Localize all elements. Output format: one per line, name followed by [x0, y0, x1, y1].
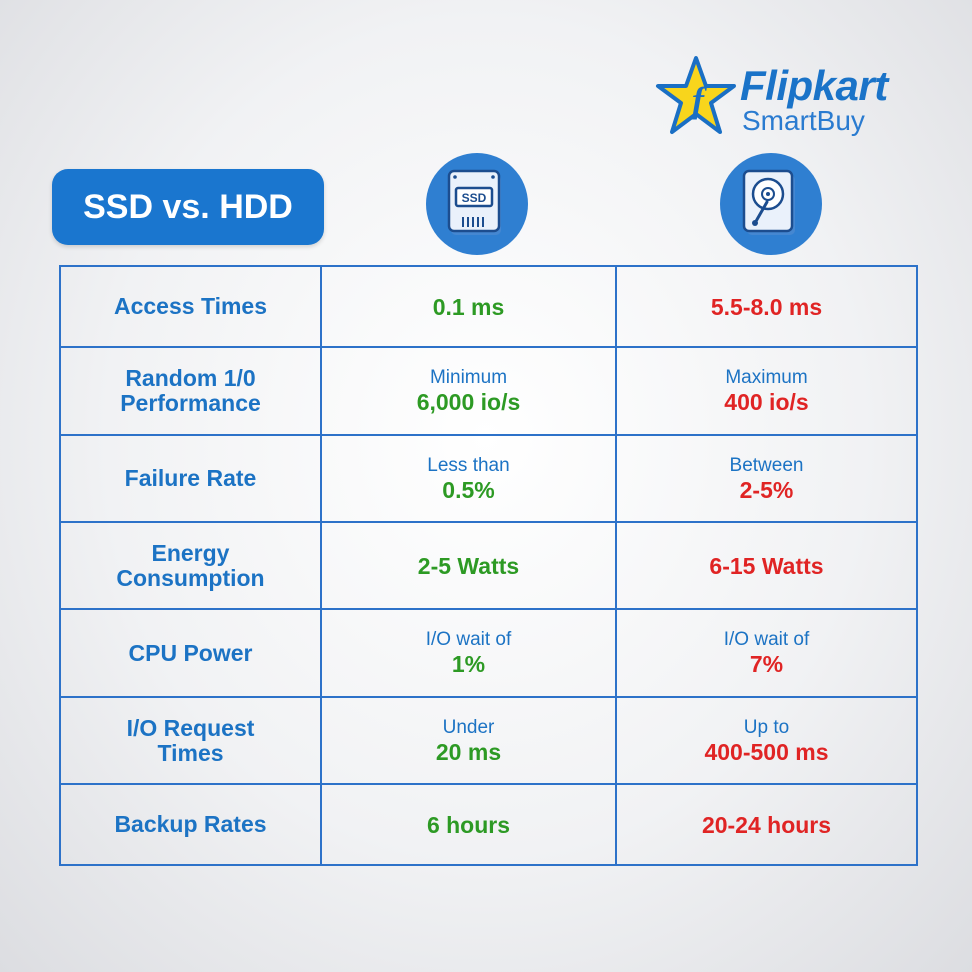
hdd-value-prefix: I/O wait of [723, 629, 810, 650]
hdd-value-cell: Between 2-5% [615, 434, 918, 523]
row-label-line: Times [157, 739, 224, 766]
table-row: CPU Power I/O wait of 1% I/O wait of 7% [59, 608, 918, 698]
hdd-value-prefix: Up to [743, 716, 790, 738]
ssd-value-cell: 2-5 Watts [320, 521, 617, 610]
ssd-drive-icon: SSD [447, 169, 501, 235]
row-label: Backup Rates [59, 783, 322, 866]
ssd-value-cell: Minimum 6,000 io/s [320, 346, 617, 436]
ssd-column-header: SSD [426, 153, 528, 255]
hard-disk-icon [742, 169, 795, 235]
ssd-value-prefix: Minimum [429, 367, 508, 388]
hdd-value: 2-5% [739, 476, 794, 503]
ssd-value-cell: Less than 0.5% [320, 434, 617, 523]
ssd-value: 0.5% [442, 476, 495, 503]
row-label-line: I/O Request [126, 714, 255, 741]
row-label: Access Times [59, 265, 322, 348]
hdd-value: 5.5-8.0 ms [710, 293, 823, 320]
hdd-value-prefix: Maximum [725, 367, 808, 388]
ssd-value-cell: 6 hours [320, 783, 617, 866]
flipkart-smartbuy-logo: f Flipkart SmartBuy [654, 54, 914, 144]
ssd-value-prefix: I/O wait of [425, 629, 512, 650]
table-row: Access Times 0.1 ms 5.5-8.0 ms [59, 265, 918, 348]
ssd-value-cell: 0.1 ms [320, 265, 617, 348]
row-label: Failure Rate [59, 434, 322, 523]
hdd-value-cell: 20-24 hours [615, 783, 918, 866]
logo-sub-text: SmartBuy [742, 105, 865, 136]
row-label-line: Performance [120, 390, 261, 416]
hdd-value: 20-24 hours [701, 811, 832, 838]
row-label: CPU Power [59, 608, 322, 698]
ssd-value-cell: Under 20 ms [320, 696, 617, 785]
comparison-table: Access Times 0.1 ms 5.5-8.0 ms Random 1/0 Pe… [59, 265, 918, 866]
hdd-value: 7% [749, 651, 784, 677]
row-label: Energy Consumption [59, 521, 322, 610]
hdd-value-cell: I/O wait of 7% [615, 608, 918, 698]
row-label-line: Energy [151, 539, 230, 566]
table-row: Backup Rates 6 hours 20-24 hours [59, 783, 918, 866]
ssd-value: 20 ms [435, 738, 502, 765]
row-label-line: Consumption [116, 564, 265, 591]
page-title: SSD vs. HDD [52, 169, 324, 245]
hdd-value: 400 io/s [724, 389, 809, 415]
row-label-line: Random 1/0 [125, 365, 256, 391]
ssd-value-prefix: Under [442, 716, 495, 738]
hdd-column-header [720, 153, 822, 255]
row-label: I/O Request Times [59, 696, 322, 785]
ssd-value-prefix: Less than [427, 454, 510, 476]
ssd-value: 6 hours [426, 811, 511, 838]
hdd-value-cell: Maximum 400 io/s [615, 346, 918, 436]
hdd-value-cell: 5.5-8.0 ms [615, 265, 918, 348]
row-label: Random 1/0 Performance [59, 346, 322, 436]
logo-brand-text: Flipkart [740, 62, 888, 109]
table-row: Failure Rate Less than 0.5% Between 2-5% [59, 434, 918, 523]
hdd-value-prefix: Between [729, 454, 804, 476]
table-row: Energy Consumption 2-5 Watts 6-15 Watts [59, 521, 918, 610]
svg-text:f: f [692, 80, 707, 120]
ssd-value: 1% [451, 651, 486, 677]
table-row: I/O Request Times Under 20 ms Up to 400-500 m… [59, 696, 918, 785]
table-row: Random 1/0 Performance Minimum 6,000 io/s Ma… [59, 346, 918, 436]
ssd-value: 6,000 io/s [416, 389, 521, 415]
hdd-value-cell: 6-15 Watts [615, 521, 918, 610]
hdd-value-cell: Up to 400-500 ms [615, 696, 918, 785]
flipkart-star-icon: f [656, 56, 736, 134]
hdd-value: 400-500 ms [704, 738, 829, 765]
ssd-value: 0.1 ms [432, 293, 505, 320]
ssd-icon-text: SSD [462, 191, 487, 205]
ssd-value-cell: I/O wait of 1% [320, 608, 617, 698]
ssd-value: 2-5 Watts [417, 552, 520, 579]
hdd-value: 6-15 Watts [709, 552, 824, 579]
